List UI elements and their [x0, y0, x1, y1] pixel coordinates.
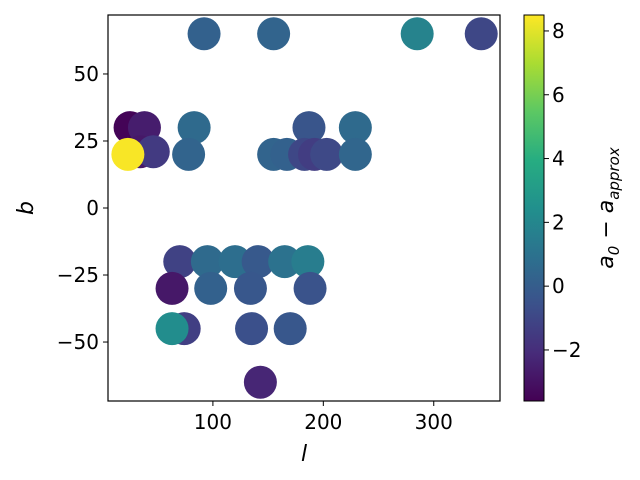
- colorbar-tick-label: 8: [552, 19, 565, 43]
- data-point-11: [172, 137, 206, 171]
- data-point-20: [190, 245, 224, 279]
- data-point-24: [291, 245, 325, 279]
- colorbar-tick-label: −2: [552, 338, 581, 362]
- data-point-32: [155, 312, 189, 346]
- data-point-6: [177, 111, 211, 145]
- data-point-33: [243, 365, 277, 399]
- colorbar-tick-label: 0: [552, 274, 565, 298]
- data-point-19: [163, 245, 197, 279]
- y-axis-ticks: −50 −25 0 25 50: [57, 62, 108, 354]
- y-tick-label: 0: [86, 196, 99, 220]
- data-point-10: [136, 135, 170, 169]
- data-point-31: [273, 312, 307, 346]
- y-axis-label: b: [14, 201, 39, 215]
- colorbar-label: a0 − aapprox: [594, 147, 623, 269]
- colorbar-tick-label: 6: [552, 83, 565, 107]
- data-point-27: [233, 271, 267, 305]
- y-tick-label: −25: [57, 263, 99, 287]
- x-axis-ticks: 100 200 300: [194, 401, 453, 434]
- x-tick-label: 200: [304, 410, 342, 434]
- data-point-17: [338, 137, 372, 171]
- scatter-points: [111, 17, 498, 399]
- data-point-3: [464, 17, 498, 51]
- y-tick-label: −50: [57, 330, 99, 354]
- colorbar-ticks: −2 0 2 4 6 8: [544, 19, 581, 362]
- colorbar-tick-label: 2: [552, 210, 565, 234]
- data-point-0: [187, 17, 221, 51]
- data-point-16: [310, 137, 344, 171]
- data-point-1: [257, 17, 291, 51]
- x-axis-label: l: [301, 442, 307, 467]
- data-point-25: [155, 271, 189, 305]
- colorbar: [523, 14, 545, 402]
- x-tick-label: 100: [194, 410, 232, 434]
- data-point-18: [111, 137, 145, 171]
- data-point-23: [268, 245, 302, 279]
- x-tick-label: 300: [415, 410, 453, 434]
- data-point-21: [218, 245, 252, 279]
- data-point-26: [194, 271, 228, 305]
- colorbar-tick-label: 4: [552, 147, 565, 171]
- data-point-28: [293, 271, 327, 305]
- y-tick-label: 50: [74, 62, 99, 86]
- data-point-30: [235, 312, 269, 346]
- y-tick-label: 25: [74, 129, 99, 153]
- data-point-22: [241, 245, 275, 279]
- data-point-7: [292, 111, 326, 145]
- data-point-8: [338, 111, 372, 145]
- data-point-2: [400, 17, 434, 51]
